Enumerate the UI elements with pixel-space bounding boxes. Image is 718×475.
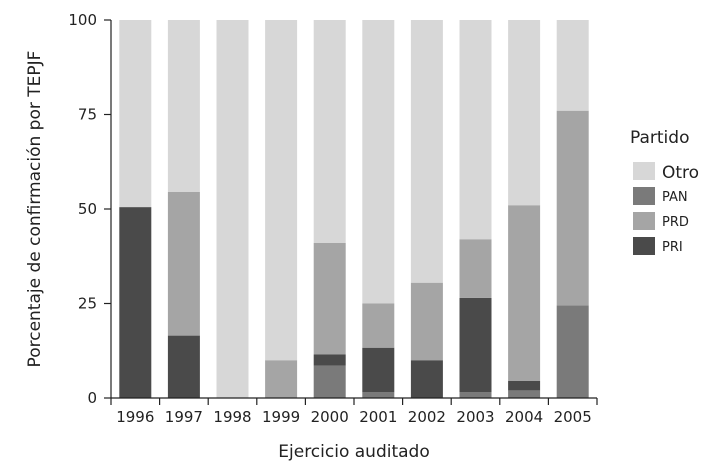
y-tick-label: 100	[68, 11, 97, 29]
y-tick-label: 75	[78, 106, 97, 124]
legend-swatch-prd	[633, 212, 655, 230]
legend-swatch-pri	[633, 237, 655, 255]
plot-area: 0 25 50 75 100 1996 1997 1998 1999 2000 2001 2002 2…	[68, 11, 598, 426]
bar-pan-2005	[556, 305, 589, 398]
x-tick-label: 1997	[165, 408, 203, 426]
bar-prd-1997	[167, 192, 200, 336]
bar-pri-2001	[362, 347, 395, 393]
legend-label-pri: PRI	[662, 240, 683, 255]
y-axis-title: Porcentaje de confirmación por TEPJF	[25, 51, 45, 368]
legend-swatch-otro	[633, 162, 655, 180]
bar-pan-2004	[508, 390, 541, 398]
bar-otro-1999	[265, 20, 298, 361]
x-tick-label: 2005	[554, 408, 592, 426]
x-tick-label: 1999	[262, 408, 300, 426]
bars-group	[119, 20, 589, 398]
bar-prd-2004	[508, 205, 541, 381]
bar-prd-2001	[362, 303, 395, 348]
bar-otro-2001	[362, 20, 395, 304]
legend-label-pan: PAN	[662, 190, 688, 205]
bar-otro-2000	[313, 20, 346, 243]
legend-label-otro: Otro	[662, 163, 699, 183]
bar-pri-2000	[313, 354, 346, 366]
bar-pan-2000	[313, 365, 346, 398]
bar-prd-1999	[265, 360, 298, 398]
x-axis-title: Ejercicio auditado	[278, 442, 429, 462]
legend-swatch-pan	[633, 187, 655, 205]
bar-pan-2003	[459, 392, 492, 398]
x-tick-label: 1996	[116, 408, 154, 426]
bar-pri-2002	[410, 360, 443, 398]
x-tick-label: 2001	[359, 408, 397, 426]
bar-prd-2002	[410, 282, 443, 361]
y-tick-label: 25	[78, 295, 97, 313]
bar-pri-1997	[167, 335, 200, 398]
bar-prd-2005	[556, 110, 589, 306]
bar-prd-2003	[459, 239, 492, 298]
bar-pri-2004	[508, 381, 541, 391]
bar-otro-2004	[508, 20, 541, 206]
legend-label-prd: PRD	[662, 215, 689, 230]
x-tick-label: 2002	[408, 408, 446, 426]
bar-pan-2001	[362, 392, 395, 398]
legend-title: Partido	[630, 128, 689, 148]
y-tick-label: 50	[78, 200, 97, 218]
bar-pri-1996	[119, 207, 152, 398]
y-tick-label: 0	[87, 389, 97, 407]
bar-otro-2003	[459, 20, 492, 240]
bar-otro-1998	[216, 20, 249, 398]
x-tick-label: 2000	[311, 408, 349, 426]
legend: Partido Otro PAN PRD PRI	[630, 128, 699, 255]
x-tick-label: 1998	[213, 408, 251, 426]
x-axis-ticks: 1996 1997 1998 1999 2000 2001 2002 2003 2004 2005	[110, 398, 598, 426]
bar-otro-1996	[119, 20, 152, 208]
bar-prd-2000	[313, 243, 346, 355]
x-tick-label: 2004	[505, 408, 543, 426]
bar-otro-2002	[410, 20, 443, 283]
x-tick-label: 2003	[456, 408, 494, 426]
y-axis-ticks: 0 25 50 75 100	[68, 11, 111, 407]
bar-otro-1997	[167, 20, 200, 192]
bar-pri-2003	[459, 297, 492, 393]
bar-otro-2005	[556, 20, 589, 111]
